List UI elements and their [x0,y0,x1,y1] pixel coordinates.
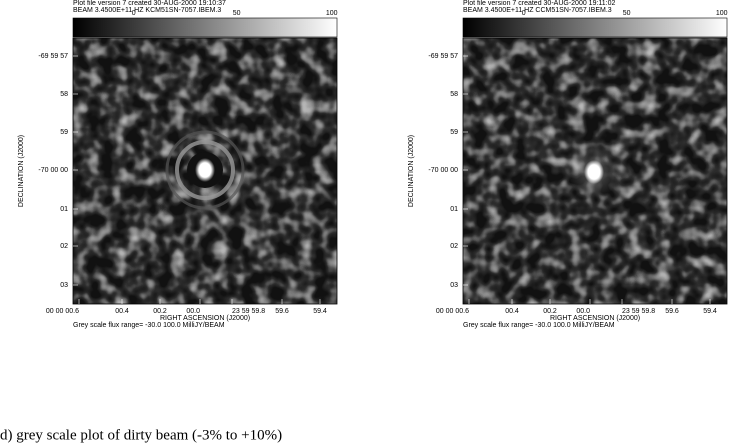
y-tick-label: 03 [450,282,458,289]
beam-peak [584,160,604,184]
x-axis-label: RIGHT ASCENSION (J2000) [160,315,250,322]
y-tick-label: 02 [60,243,68,250]
colorbar [72,17,338,38]
flux-range: Grey scale flux range= -30.0 100.0 Milli… [73,322,225,329]
x-axis-label: RIGHT ASCENSION (J2000) [550,315,640,322]
y-axis-label: DECLINATION (J2000) [18,135,25,207]
x-tick-label: 59.6 [275,308,289,315]
sidelobe-ring [165,130,245,210]
colorbar-label: 50 [623,10,631,17]
x-tick-label: 59.6 [665,308,679,315]
colorbar-label: 100 [716,10,728,17]
y-tick-label: 03 [60,282,68,289]
flux-range: Grey scale flux range= -30.0 100.0 Milli… [463,322,615,329]
plot-panel: Plot file version 7 created 30-AUG-2000 … [408,0,728,329]
plot-header: Plot file version 7 created 30-AUG-2000 … [73,0,226,7]
x-tick-label: 23 59 59.8 [622,308,655,315]
colorbar-label: 0 [522,10,526,17]
x-tick-label: 59.4 [703,308,717,315]
caption: d) grey scale plot of dirty beam (-3% to… [0,427,282,443]
x-tick-label: 00.2 [543,308,557,315]
y-tick-label: 59 [450,129,458,136]
y-tick-label: 59 [60,129,68,136]
y-tick-label: 01 [450,206,458,213]
plot-header: BEAM 3.4500E+11 HZ KCM51SN-7057.IBEM.3 [73,7,221,14]
y-tick-label: -69 59 57 [428,53,458,60]
y-tick-label: 58 [450,91,458,98]
y-axis-label: DECLINATION (J2000) [408,135,415,207]
x-tick-label: 00.4 [505,308,519,315]
x-tick-label: 00.0 [186,308,200,315]
y-tick-label: 01 [60,206,68,213]
plot-panel: Plot file version 7 created 30-AUG-2000 … [18,0,338,329]
plot-frame [462,37,728,305]
x-tick-label: 00.2 [153,308,167,315]
x-tick-label: 00.4 [115,308,129,315]
y-tick-label: -70 00 00 [38,167,68,174]
colorbar-label: 50 [233,10,241,17]
colorbar-label: 0 [132,10,136,17]
plot-header: BEAM 3.4500E+11 HZ CCM51SN-7057.IBEM.3 [463,7,612,14]
colorbar-label: 100 [326,10,338,17]
y-tick-label: -69 59 57 [38,53,68,60]
beam-peak [195,158,215,182]
x-tick-label: 00 00 00.6 [436,308,469,315]
x-tick-label: 23 59 59.8 [232,308,265,315]
plot-header: Plot file version 7 created 30-AUG-2000 … [463,0,616,7]
y-tick-label: -70 00 00 [428,167,458,174]
x-tick-label: 00 00 00.6 [46,308,79,315]
sidelobe-ring [175,140,235,200]
x-tick-label: 59.4 [313,308,327,315]
y-tick-label: 02 [450,243,458,250]
x-tick-label: 00.0 [576,308,590,315]
plot-frame [72,37,338,305]
y-tick-label: 58 [60,91,68,98]
colorbar [462,17,728,38]
